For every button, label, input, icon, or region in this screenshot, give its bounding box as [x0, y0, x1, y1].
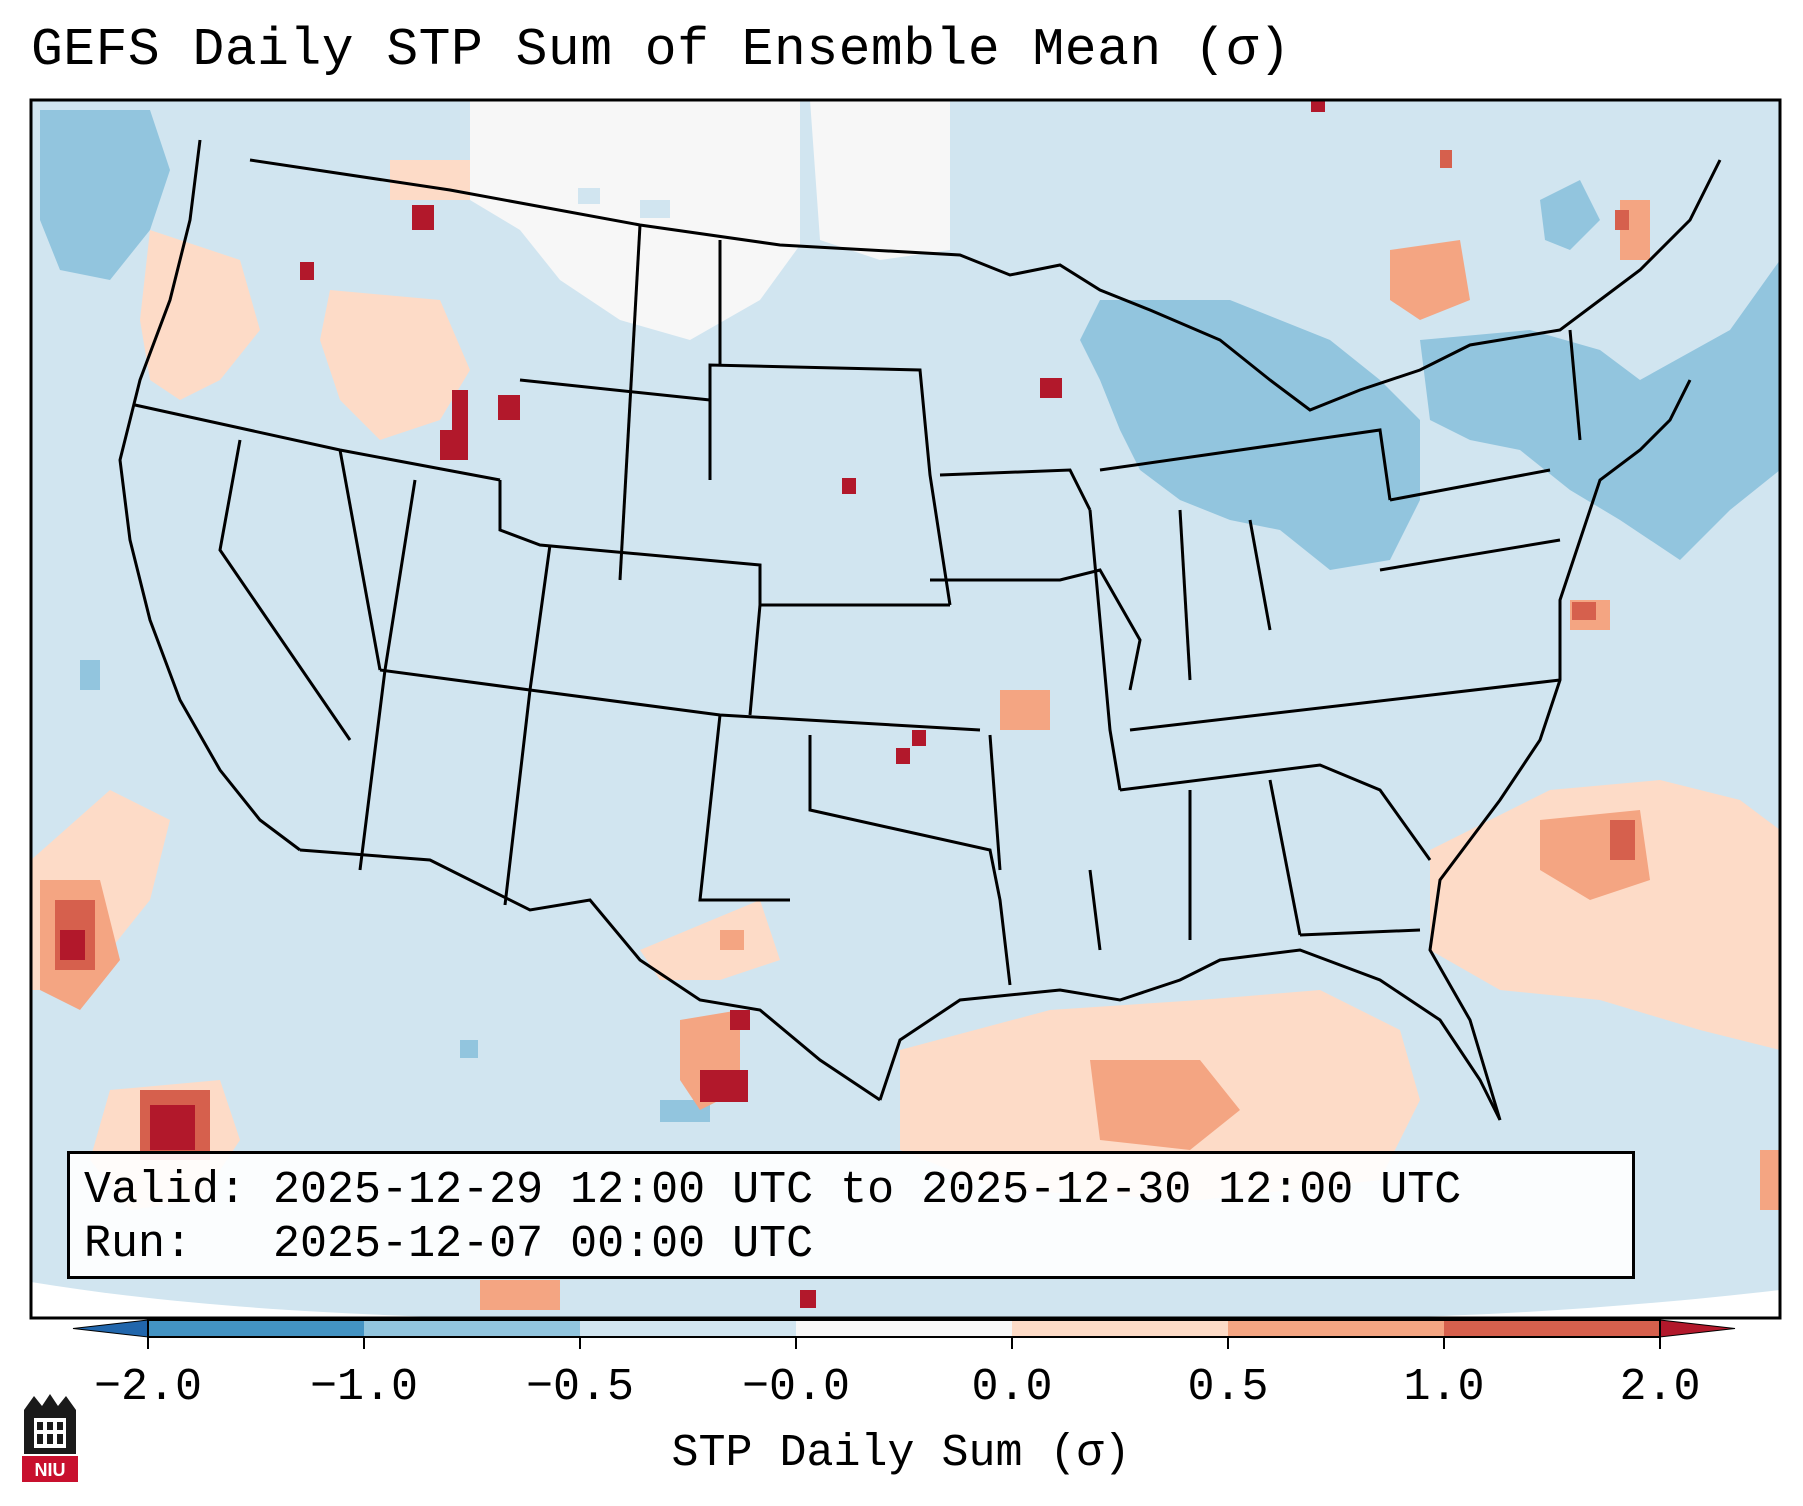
- colorbar-tick-label: 0.0: [971, 1362, 1053, 1413]
- colorbar-tick-label: −0.0: [741, 1362, 851, 1413]
- colorbar-segment: [796, 1320, 1012, 1337]
- valid-label: Valid:: [84, 1165, 247, 1216]
- colorbar-segment: [580, 1320, 796, 1337]
- colorbar-segment: [148, 1320, 364, 1337]
- colorbar-segment: [1012, 1320, 1228, 1337]
- logo-text: NIU: [35, 1460, 66, 1480]
- map-frame-border: [29, 98, 1782, 1320]
- state-boundaries: [118, 139, 1722, 1121]
- colorbar-segment: [1228, 1320, 1444, 1337]
- colorbar-under-arrow: [72, 1319, 149, 1338]
- colorbar-tick-label: 1.0: [1403, 1362, 1485, 1413]
- niu-logo: NIU: [22, 1394, 78, 1482]
- valid-value: 2025-12-29 12:00 UTC to 2025-12-30 12:00…: [273, 1165, 1462, 1216]
- run-value: 2025-12-07 00:00 UTC: [273, 1219, 814, 1270]
- map-title: GEFS Daily STP Sum of Ensemble Mean (σ): [31, 20, 1291, 80]
- colorbar: [72, 1319, 1736, 1349]
- colorbar-segment: [364, 1320, 580, 1337]
- colorbar-tick-label: 2.0: [1619, 1362, 1701, 1413]
- colorbar-segment: [1444, 1320, 1660, 1337]
- colorbar-border: [147, 1319, 1661, 1338]
- colorbar-label: STP Daily Sum (σ): [671, 1428, 1131, 1479]
- info-box: Valid: 2025-12-29 12:00 UTC to 2025-12-3…: [67, 1151, 1635, 1279]
- stp-anomaly-field: [31, 100, 1780, 1310]
- colorbar-tick-label: −2.0: [93, 1362, 203, 1413]
- colorbar-tick-label: 0.5: [1187, 1362, 1269, 1413]
- run-label: Run:: [84, 1219, 193, 1270]
- colorbar-tick-label: −0.5: [525, 1362, 635, 1413]
- colorbar-over-arrow: [1659, 1319, 1736, 1338]
- colorbar-tick-label: −1.0: [309, 1362, 419, 1413]
